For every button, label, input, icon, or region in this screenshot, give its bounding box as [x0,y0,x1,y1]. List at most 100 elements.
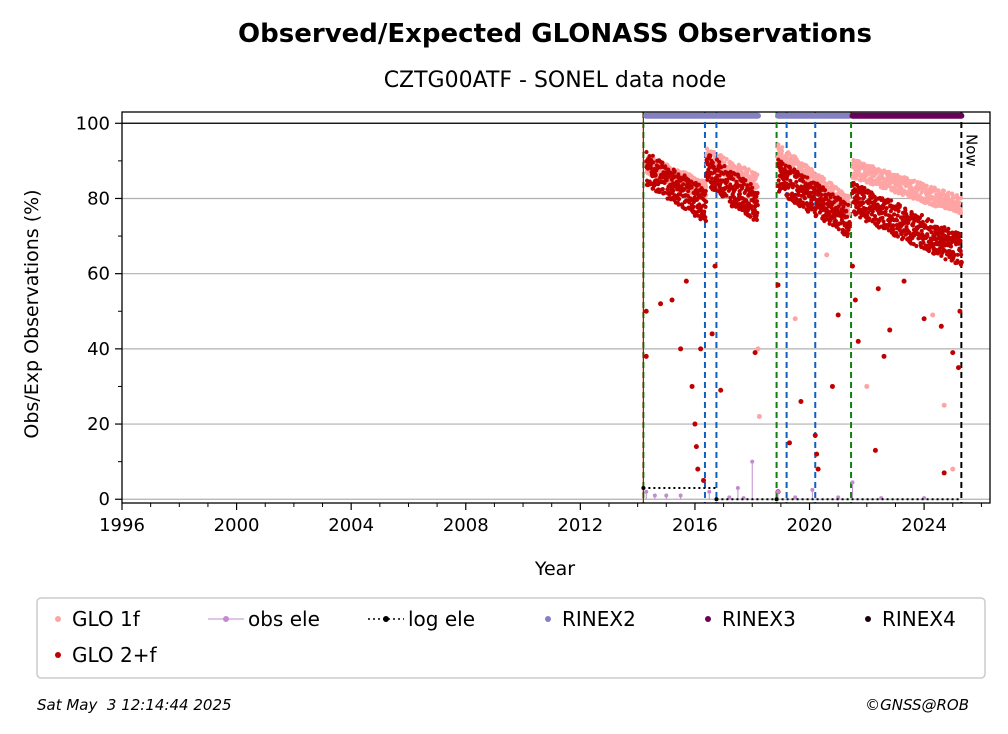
data-point [755,172,760,177]
data-point [862,194,867,199]
data-point [708,153,713,158]
data-point [794,196,799,202]
data-point [662,190,667,195]
y-tick-label: 0 [99,489,110,510]
data-point [836,227,841,232]
data-point [821,202,826,207]
outlier-point [755,346,761,352]
data-point [895,234,900,239]
data-point [822,187,828,193]
obs-ele-point [810,487,815,492]
outlier-point [752,350,758,356]
data-point [862,185,867,191]
data-point [810,202,815,207]
obs-ele-point [750,459,755,464]
outlier-point [756,414,762,420]
data-point [957,232,962,237]
data-point [901,235,906,240]
data-point [847,223,852,228]
outlier-point [855,338,861,344]
data-point [784,176,789,181]
x-tick-label: 2016 [672,515,718,536]
data-point [721,155,726,160]
obs-ele-point [793,495,798,500]
data-point [660,186,665,192]
outlier-point [814,451,820,457]
outlier-point [712,263,718,269]
data-point [883,209,888,214]
outlier-point [738,177,744,183]
data-point [881,219,886,224]
data-point [941,188,947,193]
data-point [704,146,710,151]
data-point [835,208,840,213]
data-point [830,192,835,197]
legend-marker [865,616,871,622]
legend-item-rinex3: RINEX3 [705,607,796,631]
data-point [929,184,934,190]
outlier-point [698,346,704,352]
outlier-point [852,297,858,303]
legend-label: obs ele [248,607,320,631]
legend-label: GLO 2+f [72,643,158,667]
data-point [743,178,748,183]
data-point [896,208,901,214]
outlier-point [849,263,855,269]
outlier-point [693,444,699,450]
x-tick-label: 2008 [443,515,489,536]
data-point [754,217,759,222]
outlier-point [815,466,821,472]
data-point [689,185,694,190]
data-point [899,185,904,191]
data-point [748,182,753,187]
data-point [846,195,852,200]
data-point [892,212,897,217]
chart-subtitle: CZTG00ATF - SONEL data node [384,68,727,93]
data-point [794,184,800,189]
data-point [919,228,924,234]
outlier-point [792,316,798,322]
footer-timestamp: Sat May 3 12:14:44 2025 [37,696,232,714]
data-point [845,231,850,236]
data-point [894,218,900,223]
data-point [712,153,717,158]
outlier-point [824,252,830,258]
data-point [691,204,696,209]
x-tick-label: 2012 [557,515,603,536]
data-point [861,200,866,206]
data-point [897,203,902,208]
legend-item-logele: log ele [368,607,475,631]
data-point [671,188,676,193]
obs-ele-point [707,489,712,494]
data-point [696,182,702,187]
data-point [847,211,852,216]
obs-ele-point [678,493,683,498]
obs-ele-point [664,493,669,498]
data-point [946,226,951,231]
data-point [821,176,827,181]
data-point [748,214,753,219]
y-tick-label: 100 [76,113,110,134]
data-point [746,201,752,206]
data-point [711,149,716,155]
data-point [779,152,784,157]
data-point [647,154,652,159]
obs-ele-point [776,489,781,494]
legend-item-rinex4: RINEX4 [865,607,956,631]
legend-marker [383,616,389,622]
log-ele-point [774,497,779,502]
y-tick-label: 20 [87,414,110,435]
outlier-point [835,312,841,318]
data-point [785,192,791,197]
outlier-point [786,440,792,446]
data-point [950,192,955,197]
data-point [872,213,878,219]
footer-copyright: ©GNSS@ROB [865,696,969,714]
outlier-point [729,203,735,209]
axes-frame [121,111,991,504]
outlier-point [958,259,964,265]
outlier-point [798,398,804,404]
data-point [741,181,746,187]
outlier-point [955,365,961,371]
